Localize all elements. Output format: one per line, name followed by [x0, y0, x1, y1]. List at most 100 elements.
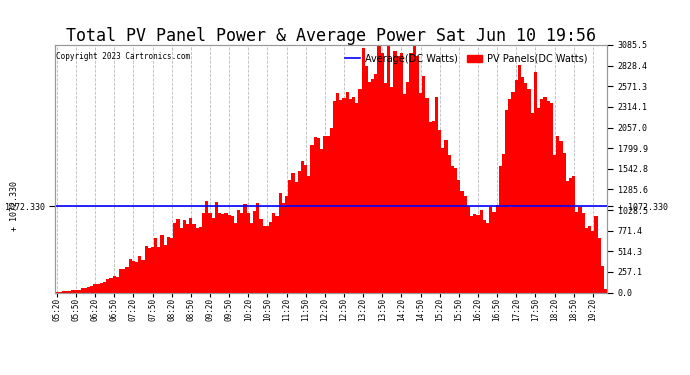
Bar	[193, 224, 195, 292]
Bar	[527, 89, 531, 292]
Bar	[591, 231, 595, 292]
Bar	[106, 279, 110, 292]
Bar	[473, 214, 476, 292]
Bar	[502, 153, 505, 292]
Bar	[457, 180, 460, 292]
Bar	[387, 46, 391, 292]
Bar	[460, 191, 464, 292]
Bar	[409, 54, 413, 292]
Bar	[256, 203, 259, 292]
Bar	[339, 100, 342, 292]
Bar	[432, 121, 435, 292]
Bar	[442, 148, 444, 292]
Bar	[480, 210, 483, 292]
Bar	[205, 201, 208, 292]
Bar	[215, 202, 218, 292]
Bar	[157, 247, 161, 292]
Bar	[486, 223, 489, 292]
Bar	[336, 93, 339, 292]
Bar	[93, 285, 97, 292]
Bar	[470, 216, 473, 292]
Bar	[154, 238, 157, 292]
Bar	[384, 83, 387, 292]
Bar	[467, 206, 470, 292]
Bar	[604, 288, 607, 292]
Bar	[323, 136, 326, 292]
Bar	[297, 171, 301, 292]
Bar	[189, 218, 193, 292]
Bar	[81, 288, 84, 292]
Bar	[122, 269, 126, 292]
Bar	[275, 216, 279, 292]
Bar	[246, 213, 250, 292]
Bar	[515, 80, 518, 292]
Bar	[208, 213, 212, 292]
Bar	[540, 99, 544, 292]
Bar	[119, 269, 122, 292]
Bar	[112, 276, 116, 292]
Bar	[572, 176, 575, 292]
Bar	[601, 266, 604, 292]
Bar	[428, 122, 432, 292]
Bar	[521, 77, 524, 292]
Bar	[244, 204, 246, 292]
Bar	[509, 99, 511, 292]
Bar	[167, 237, 170, 292]
Bar	[391, 87, 393, 292]
Bar	[314, 137, 317, 292]
Bar	[588, 226, 591, 292]
Bar	[110, 278, 112, 292]
Bar	[406, 82, 409, 292]
Bar	[403, 94, 406, 292]
Bar	[566, 182, 569, 292]
Bar	[499, 166, 502, 292]
Bar	[546, 101, 550, 292]
Bar	[511, 92, 515, 292]
Bar	[141, 260, 144, 292]
Bar	[348, 99, 352, 292]
Bar	[377, 45, 381, 292]
Bar	[326, 136, 330, 292]
Bar	[333, 101, 336, 292]
Bar	[556, 136, 560, 292]
Bar	[489, 207, 493, 292]
Bar	[560, 141, 562, 292]
Bar	[352, 97, 355, 292]
Bar	[288, 180, 291, 292]
Bar	[199, 227, 202, 292]
Bar	[575, 211, 578, 292]
Bar	[416, 56, 419, 292]
Bar	[365, 66, 368, 292]
Bar	[374, 74, 377, 292]
Bar	[362, 48, 365, 292]
Bar	[71, 290, 75, 292]
Bar	[279, 194, 282, 292]
Bar	[250, 223, 253, 292]
Legend: Average(DC Watts), PV Panels(DC Watts): Average(DC Watts), PV Panels(DC Watts)	[342, 50, 591, 68]
Bar	[161, 236, 164, 292]
Bar	[103, 282, 106, 292]
Bar	[170, 238, 173, 292]
Bar	[464, 196, 467, 292]
Bar	[413, 45, 416, 292]
Bar	[371, 79, 374, 292]
Bar	[59, 291, 61, 292]
Bar	[419, 93, 422, 292]
Bar	[448, 155, 451, 292]
Bar	[524, 83, 527, 292]
Bar	[230, 216, 234, 292]
Bar	[285, 196, 288, 292]
Bar	[218, 213, 221, 292]
Bar	[358, 90, 362, 292]
Bar	[272, 213, 275, 292]
Bar	[116, 277, 119, 292]
Bar	[330, 128, 333, 292]
Bar	[186, 224, 189, 292]
Bar	[75, 290, 77, 292]
Bar	[195, 228, 199, 292]
Bar	[224, 213, 228, 292]
Bar	[295, 182, 297, 292]
Bar	[128, 259, 132, 292]
Bar	[97, 284, 100, 292]
Bar	[320, 150, 323, 292]
